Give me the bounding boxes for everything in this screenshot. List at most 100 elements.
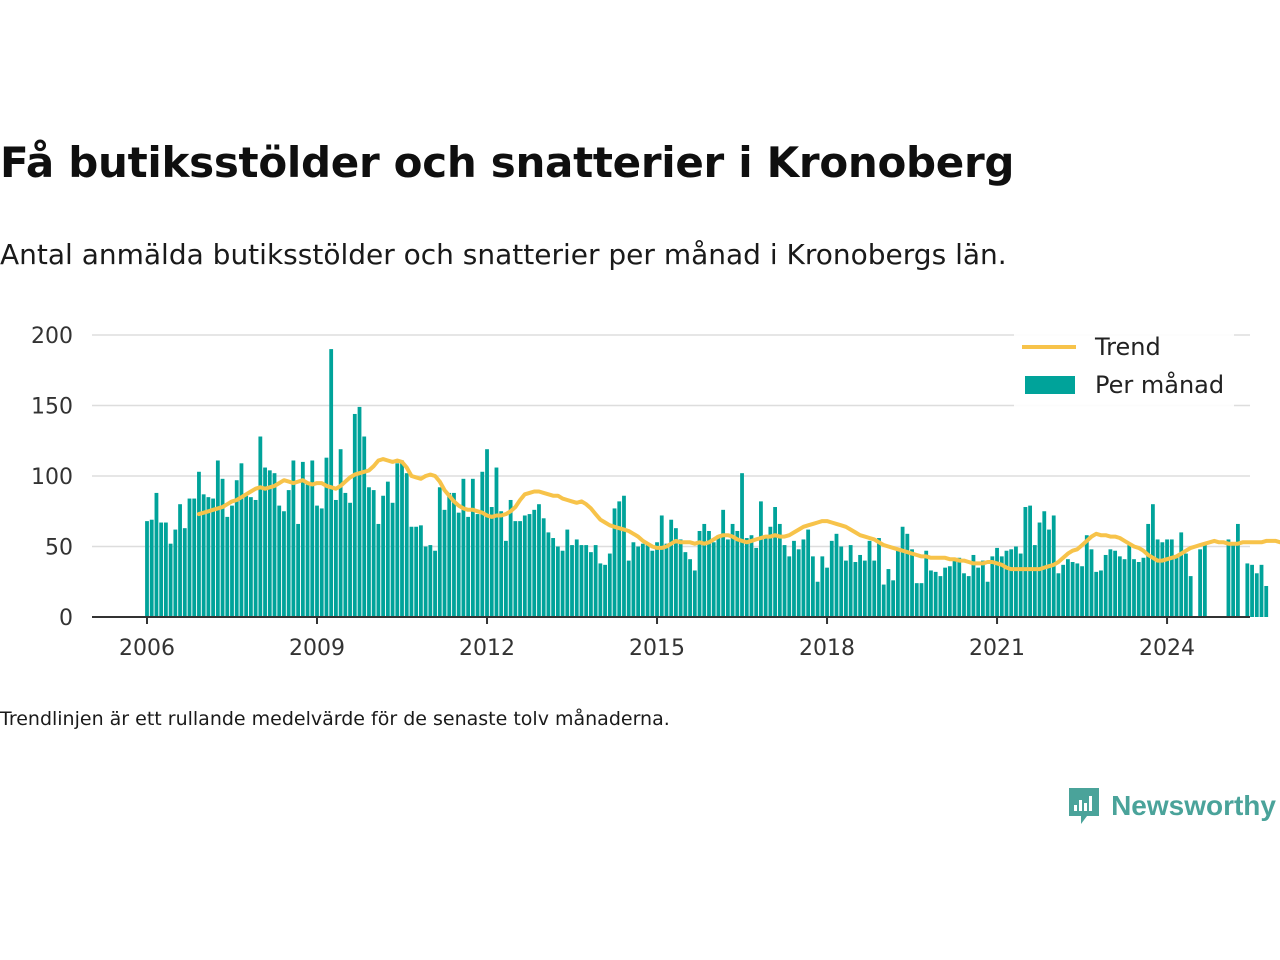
bar: [376, 523, 381, 617]
bar: [1004, 550, 1009, 617]
bar: [692, 570, 697, 617]
bar: [725, 539, 730, 617]
bar: [390, 502, 395, 617]
bar: [669, 519, 674, 617]
bar: [1084, 535, 1089, 617]
bar: [1179, 532, 1184, 617]
bar: [678, 539, 683, 617]
bar: [1080, 566, 1084, 617]
bar: [603, 564, 607, 617]
bar: [508, 499, 513, 617]
bar: [716, 535, 721, 617]
bar: [324, 457, 329, 617]
bar: [319, 508, 324, 617]
x-tick-label: 2012: [459, 636, 515, 661]
bar: [385, 481, 390, 617]
y-tick-label: 100: [31, 465, 73, 490]
newsworthy-logo-icon: [1069, 788, 1100, 824]
x-tick-label: 2024: [1139, 636, 1195, 661]
bar: [1155, 539, 1160, 617]
bar: [976, 567, 981, 617]
bar: [334, 499, 338, 617]
bar: [933, 571, 938, 617]
bar: [829, 540, 834, 617]
bar: [891, 580, 896, 617]
bar: [574, 539, 579, 617]
bar: [947, 566, 952, 617]
bar: [466, 516, 471, 617]
bar: [395, 463, 400, 617]
bar: [234, 480, 239, 617]
bar: [367, 487, 371, 617]
bar: [480, 471, 485, 617]
legend: Trend Per månad: [1014, 328, 1234, 408]
bar: [1099, 570, 1103, 617]
bar: [895, 549, 900, 617]
bar: [201, 494, 206, 617]
bar: [1136, 562, 1141, 617]
bar: [1169, 539, 1174, 617]
bar: [730, 523, 735, 617]
bar: [844, 560, 848, 617]
bar: [1103, 554, 1108, 617]
bar: [664, 543, 669, 617]
bar: [1146, 523, 1151, 617]
bar: [1047, 529, 1051, 617]
bar: [546, 532, 551, 617]
bar: [1235, 523, 1240, 617]
bar: [740, 473, 744, 617]
bar: [1259, 564, 1264, 617]
bar: [905, 533, 910, 617]
bar: [688, 559, 692, 617]
footnote: Trendlinjen är ett rullande medelvärde f…: [0, 708, 670, 730]
bar: [414, 526, 419, 617]
bar: [943, 567, 948, 617]
bar: [1018, 553, 1023, 617]
bar: [773, 507, 777, 617]
bar: [442, 509, 447, 617]
legend-trend-label: Trend: [1094, 333, 1161, 361]
legend-background: [1014, 328, 1234, 408]
legend-bar-swatch: [1025, 376, 1075, 394]
bar: [522, 515, 527, 617]
bar: [858, 554, 862, 617]
bar: [475, 514, 480, 617]
x-tick-label: 2006: [119, 636, 175, 661]
bar: [494, 467, 499, 617]
bar: [145, 521, 149, 617]
chart-subtitle: Antal anmälda butiksstölder och snatteri…: [0, 238, 1007, 271]
bar: [1014, 546, 1018, 617]
bar: [792, 540, 796, 617]
bar: [848, 545, 853, 617]
bar: [952, 560, 957, 617]
bar: [787, 556, 792, 617]
bar: [1108, 549, 1113, 617]
bar: [343, 492, 348, 617]
bar: [315, 505, 319, 617]
bar: [470, 478, 475, 617]
bar: [555, 546, 560, 617]
y-tick-label: 0: [59, 606, 73, 631]
bar: [999, 556, 1004, 617]
bar: [796, 549, 801, 617]
trend-line: [196, 457, 1280, 572]
bar: [310, 460, 315, 617]
bar: [1165, 539, 1169, 617]
bar: [329, 349, 334, 617]
bar: [541, 518, 546, 617]
bar: [239, 463, 244, 617]
bar: [286, 490, 291, 617]
bar: [338, 449, 343, 617]
bar: [1174, 554, 1179, 617]
bar: [579, 545, 584, 617]
bar: [296, 523, 301, 617]
bar: [527, 514, 532, 617]
bar: [815, 581, 820, 617]
bar: [598, 563, 603, 617]
bar: [513, 521, 518, 617]
bar: [456, 512, 461, 617]
bar: [834, 533, 839, 617]
bar: [1188, 576, 1193, 617]
bar: [537, 504, 541, 617]
bar: [825, 567, 829, 617]
